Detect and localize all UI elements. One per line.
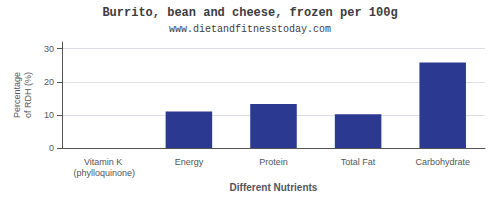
svg-text:Total Fat: Total Fat — [341, 157, 376, 167]
svg-text:Carbohydrate: Carbohydrate — [415, 157, 470, 167]
svg-text:(phylloquinone): (phylloquinone) — [74, 168, 136, 178]
svg-text:10: 10 — [44, 110, 54, 120]
svg-text:Different Nutrients: Different Nutrients — [230, 182, 318, 193]
svg-text:Vitamin K: Vitamin K — [84, 157, 125, 167]
svg-text:30: 30 — [44, 44, 54, 54]
svg-text:Protein: Protein — [259, 157, 288, 167]
svg-text:20: 20 — [44, 77, 54, 87]
svg-text:www.dietandfitnesstoday.com: www.dietandfitnesstoday.com — [169, 24, 331, 35]
svg-text:Energy: Energy — [175, 157, 204, 167]
svg-text:0: 0 — [49, 143, 54, 153]
svg-text:Percentage: Percentage — [12, 72, 22, 118]
svg-text:Burrito, bean and cheese, froz: Burrito, bean and cheese, frozen per 100… — [102, 6, 397, 20]
svg-text:of RDH (%): of RDH (%) — [23, 72, 33, 118]
